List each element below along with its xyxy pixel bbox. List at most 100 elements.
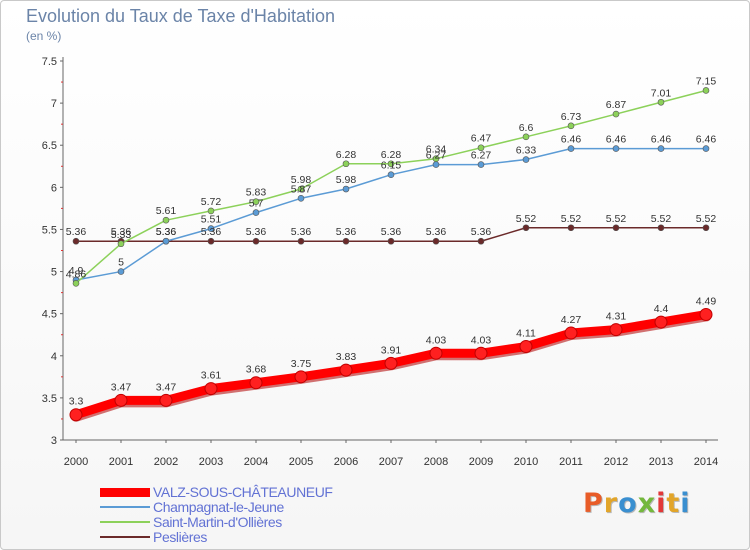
data-point (612, 224, 620, 232)
data-label: 5.36 (291, 226, 312, 238)
data-label: 6.73 (561, 111, 582, 123)
logo-letter: t (666, 488, 681, 519)
data-label: 5.36 (336, 226, 357, 238)
legend-label: VALZ-SOUS-CHÂTEAUNEUF (153, 484, 333, 500)
data-point (477, 161, 485, 168)
chart-unit: (en %) (26, 29, 62, 43)
y-tick-label: 4 (51, 351, 57, 363)
data-point (249, 376, 263, 390)
data-label: 4.86 (66, 268, 87, 280)
data-label: 4.11 (516, 328, 536, 340)
data-point (387, 171, 395, 178)
data-point (342, 185, 350, 193)
data-point (612, 110, 620, 118)
data-point (252, 237, 260, 245)
data-point (207, 225, 215, 232)
data-point (657, 224, 665, 232)
data-point (342, 160, 350, 168)
data-label: 5.36 (201, 226, 222, 238)
legend-swatch (100, 487, 150, 497)
data-label: 5.52 (696, 213, 717, 225)
data-label: 4.27 (561, 314, 582, 326)
data-label: 5.52 (516, 213, 537, 225)
data-label: 5.36 (246, 226, 267, 238)
y-tick-label: 7 (51, 98, 57, 110)
legend-swatch (100, 521, 150, 523)
data-point (207, 237, 215, 245)
y-tick-label: 5 (51, 267, 57, 279)
logo-letter: P (583, 488, 604, 519)
data-label: 5.72 (201, 196, 222, 208)
data-label: 6.46 (651, 134, 672, 146)
data-label: 5.87 (291, 183, 312, 195)
data-label: 4.9 (69, 265, 84, 277)
data-label: 4.49 (696, 296, 717, 308)
x-tick-label: 2006 (334, 456, 358, 468)
data-label: 3.47 (156, 381, 177, 393)
data-label: 5.36 (471, 226, 492, 238)
data-point (387, 160, 395, 168)
data-label: 3.83 (336, 351, 357, 363)
logo-letter: i (680, 488, 691, 519)
data-label: 3.3 (69, 396, 84, 408)
legend-label: Peslières (153, 529, 207, 545)
data-label: 5.52 (561, 213, 582, 225)
x-tick-label: 2012 (604, 456, 628, 468)
data-point (702, 224, 710, 232)
data-point (72, 280, 80, 287)
legend-swatch (100, 506, 150, 508)
chart-lines (69, 87, 713, 422)
data-label: 6.34 (426, 144, 447, 156)
data-point (519, 340, 533, 354)
data-label: 5.83 (246, 187, 267, 199)
logo-letter: o (618, 488, 638, 519)
chart-data-labels: 5.36 5.36 5.36 5.36 5.36 5.36 5.36 5.36 5.36 5.36… (66, 75, 717, 407)
data-label: 3.75 (291, 358, 312, 370)
data-label: 5.98 (291, 174, 312, 186)
data-label: 6.27 (426, 150, 447, 162)
x-tick-label: 2004 (244, 456, 268, 468)
data-point (702, 145, 710, 152)
data-point (69, 408, 83, 422)
data-point (297, 185, 305, 193)
data-label: 5.52 (651, 213, 672, 225)
data-label: 4.03 (471, 334, 492, 346)
data-point (429, 346, 443, 360)
legend-swatch (100, 536, 150, 538)
series-line (75, 89, 707, 284)
data-point (609, 323, 623, 337)
data-point (384, 356, 398, 370)
y-tick-label: 3.5 (42, 393, 57, 405)
data-label: 3.61 (201, 370, 222, 382)
proxiti-logo: Proxiti (583, 488, 691, 519)
data-point (159, 393, 173, 407)
data-point (657, 145, 665, 152)
data-label: 5 (118, 257, 124, 269)
data-label: 5.36 (426, 226, 447, 238)
x-tick-label: 2001 (109, 456, 133, 468)
data-label: 4.03 (426, 334, 447, 346)
data-point (72, 237, 80, 245)
logo-letter: r (603, 488, 619, 519)
data-point (162, 237, 170, 245)
y-tick-label: 4.5 (42, 309, 57, 321)
data-point (117, 240, 125, 248)
data-point (612, 145, 620, 152)
data-point (297, 237, 305, 245)
x-tick-label: 2008 (424, 456, 448, 468)
data-label: 3.91 (381, 344, 402, 356)
data-point (339, 363, 353, 377)
data-label: 7.01 (651, 87, 672, 99)
data-label: 6.15 (381, 160, 402, 172)
data-point (477, 237, 485, 245)
data-label: 5.7 (249, 198, 264, 210)
x-tick-label: 2011 (559, 456, 583, 468)
data-label: 6.28 (336, 149, 357, 161)
data-label: 5.36 (66, 226, 87, 238)
data-label: 6.47 (471, 133, 492, 145)
data-label: 5.36 (381, 226, 402, 238)
x-tick-label: 2014 (694, 456, 718, 468)
data-point (114, 393, 128, 407)
data-point (162, 216, 170, 224)
legend-label: Saint-Martin-d'Ollières (153, 514, 282, 530)
